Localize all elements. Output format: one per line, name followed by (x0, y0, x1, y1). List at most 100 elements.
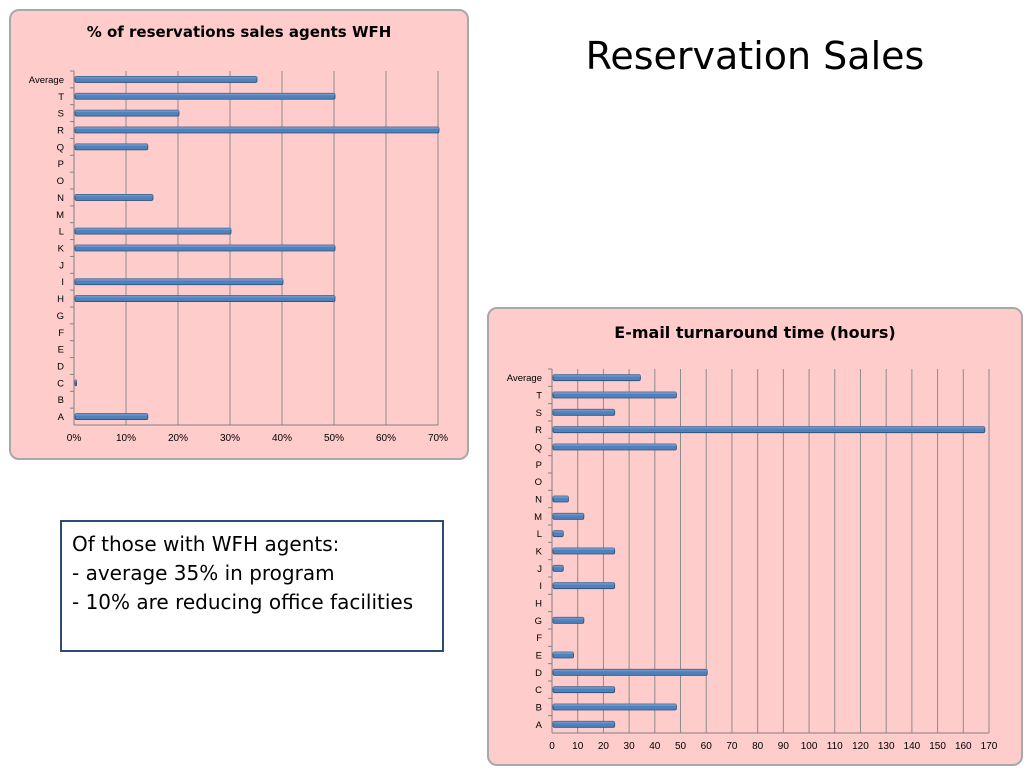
email-x-tick-label: 130 (878, 741, 895, 752)
email-category-label: D (535, 668, 542, 679)
email-bar-highlight (553, 652, 574, 654)
wfh-chart-panel: % of reservations sales agents WFH 0% 10%… (9, 9, 469, 460)
email-x-tick-label: 40 (649, 741, 661, 752)
email-bar-highlight (553, 582, 615, 585)
email-x-tick-label: 170 (981, 741, 998, 752)
email-x-tick-label: 100 (801, 741, 818, 752)
email-category-label: G (535, 616, 542, 627)
email-bar-highlight (553, 686, 615, 689)
note-line: - 10% are reducing office facilities (72, 590, 414, 614)
wfh-bar-highlight (75, 245, 335, 247)
wfh-category-label: R (57, 126, 64, 137)
wfh-category-label: L (59, 227, 64, 238)
email-bar-highlight (553, 565, 564, 568)
email-category-label: T (536, 391, 542, 402)
wfh-category-label: B (58, 395, 64, 406)
wfh-category-label: C (57, 378, 64, 389)
wfh-bar-highlight (75, 295, 335, 298)
slide-title: Reservation Sales (585, 34, 925, 78)
email-bar-highlight (553, 409, 615, 412)
wfh-category-label: G (57, 311, 64, 322)
wfh-x-tick-label: 30% (220, 433, 240, 444)
wfh-category-label: M (56, 210, 64, 221)
email-x-tick-label: 110 (827, 741, 843, 752)
wfh-x-tick-label: 20% (168, 433, 188, 444)
email-category-label: M (534, 512, 542, 523)
wfh-bar-highlight (75, 127, 439, 129)
email-x-tick-label: 150 (929, 741, 946, 752)
email-category-label: R (535, 425, 542, 436)
email-bar-highlight (553, 444, 677, 446)
email-x-tick-label: 70 (726, 741, 738, 752)
email-x-tick-label: 80 (752, 741, 764, 752)
wfh-bar-highlight (75, 228, 231, 231)
email-category-label: C (535, 685, 542, 696)
email-category-label: B (536, 703, 542, 714)
wfh-bar-highlight (75, 278, 283, 281)
wfh-bar-highlight (75, 93, 335, 96)
wfh-category-label: I (61, 277, 64, 288)
wfh-category-label: D (57, 362, 64, 373)
wfh-bar-chart: 0% 10% 20% 30% 40% 50% 60% 70% ABCDEFGHIJKLMNOPQ… (29, 70, 448, 444)
email-category-label: A (536, 720, 543, 731)
wfh-category-label: P (58, 159, 64, 170)
wfh-category-label: T (58, 92, 64, 103)
email-bar-chart: 0 10 20 30 40 50 60 70 80 90 100 110 120 130 140 150 160… (507, 368, 998, 752)
note-line: - average 35% in program (72, 561, 335, 585)
wfh-x-tick-label: 50% (324, 433, 344, 444)
wfh-bar-highlight (75, 413, 148, 416)
email-bar-highlight (553, 530, 564, 533)
wfh-category-label: S (58, 109, 64, 120)
email-bar-highlight (553, 704, 677, 706)
wfh-category-label: Q (57, 142, 64, 153)
email-category-label: K (536, 547, 543, 558)
wfh-bar-highlight (75, 76, 257, 79)
email-x-tick-label: 90 (778, 741, 790, 752)
email-x-tick-label: 60 (701, 741, 713, 752)
email-bar-highlight (553, 548, 615, 550)
email-bar-highlight (553, 669, 708, 672)
email-category-label: Q (535, 443, 542, 454)
email-x-tick-label: 30 (624, 741, 636, 752)
email-x-tick-label: 50 (675, 741, 687, 752)
email-category-label: N (535, 495, 542, 506)
wfh-x-tick-label: 60% (376, 433, 396, 444)
wfh-category-label: A (58, 412, 65, 423)
email-x-tick-label: 120 (852, 741, 869, 752)
email-category-label: S (536, 408, 542, 419)
wfh-x-tick-label: 40% (272, 433, 292, 444)
email-bar-highlight (553, 721, 615, 724)
wfh-bar-highlight (75, 143, 148, 146)
wfh-category-label: E (58, 345, 64, 356)
email-x-tick-label: 20 (598, 741, 610, 752)
email-category-label: H (535, 599, 542, 610)
email-x-tick-label: 140 (904, 741, 921, 752)
summary-note: Of those with WFH agents: - average 35% … (60, 520, 444, 652)
wfh-x-tick-label: 0% (67, 433, 82, 444)
email-category-label: O (535, 477, 542, 488)
wfh-bar-highlight (75, 194, 153, 197)
wfh-chart-title: % of reservations sales agents WFH (86, 23, 392, 41)
note-line: Of those with WFH agents: (72, 532, 340, 556)
email-bar-highlight (553, 392, 677, 394)
email-bar-highlight (553, 617, 584, 620)
email-chart-panel: E-mail turnaround time (hours) 0 10 20 30 40… (487, 307, 1023, 766)
wfh-category-label: N (57, 193, 64, 204)
email-category-label: L (537, 529, 542, 540)
wfh-category-label: O (57, 176, 64, 187)
wfh-category-label: J (59, 260, 64, 271)
wfh-x-tick-label: 10% (116, 433, 136, 444)
wfh-category-label: K (58, 244, 65, 255)
email-category-label: F (536, 633, 542, 644)
wfh-x-tick-label: 70% (428, 433, 448, 444)
email-x-tick-label: 160 (955, 741, 972, 752)
email-chart-title: E-mail turnaround time (hours) (614, 323, 896, 342)
email-x-tick-label: 10 (572, 741, 584, 752)
email-bar-highlight (553, 426, 985, 429)
email-category-label: Average (507, 373, 542, 384)
email-bar-highlight (553, 374, 641, 377)
wfh-bar-highlight (75, 379, 77, 382)
wfh-category-label: F (58, 328, 64, 339)
wfh-bar-highlight (75, 110, 179, 113)
email-category-label: E (536, 651, 542, 662)
